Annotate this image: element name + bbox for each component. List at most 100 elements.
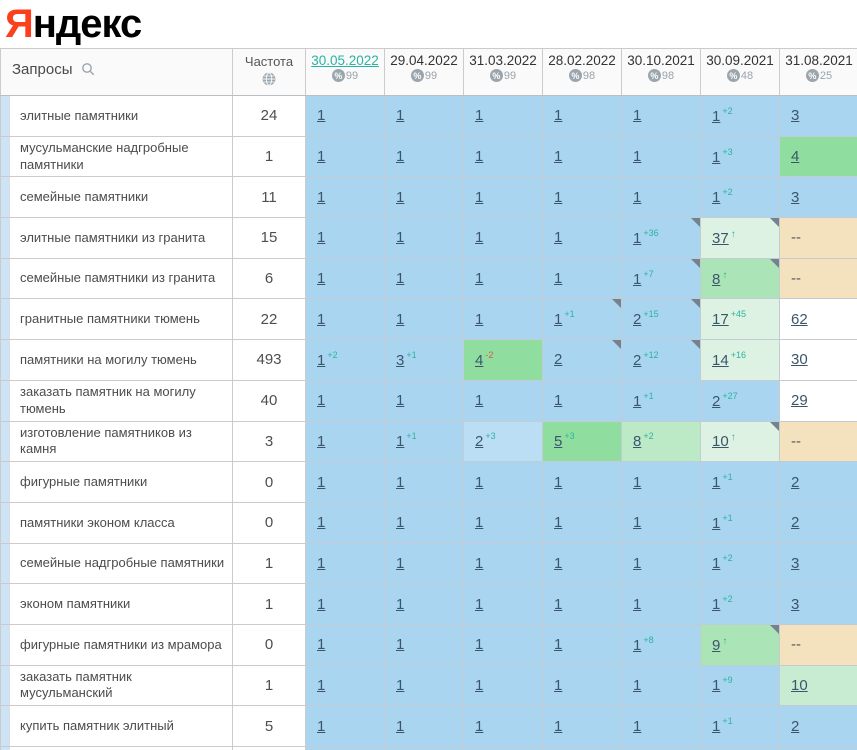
position-cell[interactable]: 1: [384, 135, 464, 178]
position-link[interactable]: 1: [712, 718, 721, 736]
position-link[interactable]: 1: [554, 188, 563, 206]
position-cell[interactable]: 1: [621, 461, 701, 503]
date-column-header-5[interactable]: 30.09.2021% 48: [700, 48, 780, 96]
position-cell[interactable]: 29: [779, 379, 857, 422]
row-select-strip[interactable]: [0, 705, 10, 747]
position-cell[interactable]: 1 +36: [621, 217, 701, 259]
position-link[interactable]: 2: [791, 473, 800, 491]
row-select-strip[interactable]: [0, 379, 10, 422]
position-cell[interactable]: 1: [305, 379, 385, 422]
position-link[interactable]: 1: [396, 636, 405, 654]
position-cell[interactable]: 1: [384, 257, 464, 300]
queries-header-cell[interactable]: Запросы: [0, 48, 233, 96]
position-link[interactable]: 3: [791, 107, 800, 125]
position-link[interactable]: 1: [554, 311, 563, 329]
position-cell[interactable]: 2: [779, 461, 857, 503]
search-icon[interactable]: [81, 63, 95, 80]
position-link[interactable]: 1: [396, 188, 405, 206]
position-link[interactable]: 1: [317, 473, 326, 491]
position-cell[interactable]: 1 +3: [700, 135, 780, 178]
position-cell[interactable]: 1 +1: [384, 420, 464, 463]
position-cell[interactable]: 62: [779, 298, 857, 341]
row-select-strip[interactable]: [0, 583, 10, 625]
position-link[interactable]: 1: [475, 554, 484, 572]
position-link[interactable]: 10: [712, 433, 729, 451]
position-link[interactable]: 9: [712, 636, 721, 654]
position-link[interactable]: 1: [475, 148, 484, 166]
position-link[interactable]: 1: [317, 595, 326, 613]
position-link[interactable]: 3: [791, 595, 800, 613]
position-cell[interactable]: 1 +9: [700, 664, 780, 707]
position-link[interactable]: 1: [712, 514, 721, 532]
position-cell[interactable]: 2 +12: [621, 339, 701, 381]
position-link[interactable]: 8: [712, 270, 721, 288]
position-link[interactable]: 2: [633, 351, 642, 369]
position-link[interactable]: 4: [791, 148, 800, 166]
position-link[interactable]: 1: [712, 555, 721, 573]
position-link[interactable]: 1: [396, 554, 405, 572]
position-cell[interactable]: 1: [463, 379, 543, 422]
position-cell[interactable]: 1: [463, 623, 543, 666]
position-cell[interactable]: 1: [463, 298, 543, 341]
position-cell[interactable]: 2 +27: [700, 379, 780, 422]
position-cell[interactable]: 1: [621, 501, 701, 544]
position-link[interactable]: 1: [396, 107, 405, 125]
row-select-strip[interactable]: [0, 339, 10, 381]
position-link[interactable]: 1: [396, 717, 405, 735]
position-cell[interactable]: 1: [463, 542, 543, 585]
position-cell[interactable]: 1: [305, 461, 385, 503]
date-column-header-2[interactable]: 31.03.2022% 99: [463, 48, 543, 96]
position-link[interactable]: 1: [712, 596, 721, 614]
position-cell[interactable]: 1: [305, 705, 385, 747]
position-link[interactable]: 62: [791, 310, 808, 328]
position-cell[interactable]: 1: [384, 664, 464, 707]
position-link[interactable]: 1: [317, 514, 326, 532]
position-cell[interactable]: 1 +7: [621, 257, 701, 300]
position-link[interactable]: 1: [633, 107, 642, 125]
position-cell[interactable]: 1: [305, 623, 385, 666]
position-link[interactable]: 1: [317, 554, 326, 572]
position-cell[interactable]: 1 +8: [621, 623, 701, 666]
position-link[interactable]: 1: [554, 717, 563, 735]
position-cell[interactable]: 1: [542, 461, 622, 503]
position-cell[interactable]: 1: [621, 542, 701, 585]
position-cell[interactable]: 1: [542, 705, 622, 747]
position-cell[interactable]: 1: [384, 379, 464, 422]
row-select-strip[interactable]: [0, 135, 10, 178]
position-cell[interactable]: 1: [621, 135, 701, 178]
position-cell[interactable]: 1: [384, 95, 464, 137]
position-link[interactable]: 1: [554, 270, 563, 288]
position-link[interactable]: 2: [475, 433, 484, 451]
position-link[interactable]: 1: [633, 229, 642, 247]
position-link[interactable]: 1: [554, 148, 563, 166]
position-cell[interactable]: 1: [384, 623, 464, 666]
position-cell[interactable]: 1: [621, 664, 701, 707]
position-cell[interactable]: 1: [621, 176, 701, 219]
position-cell[interactable]: 1: [621, 95, 701, 137]
position-cell[interactable]: 4 -2: [463, 339, 543, 381]
position-link[interactable]: 1: [317, 432, 326, 450]
position-link[interactable]: 2: [633, 311, 642, 329]
position-cell[interactable]: 3: [779, 542, 857, 585]
position-link[interactable]: 1: [554, 636, 563, 654]
position-cell[interactable]: 1: [305, 542, 385, 585]
position-cell[interactable]: 1: [384, 298, 464, 341]
position-link[interactable]: 17: [712, 311, 729, 329]
position-cell[interactable]: 1 +2: [700, 583, 780, 625]
position-link[interactable]: 1: [712, 148, 721, 166]
position-link[interactable]: 1: [633, 270, 642, 288]
position-cell[interactable]: 1: [305, 420, 385, 463]
date-link[interactable]: 30.10.2021: [627, 53, 695, 68]
position-cell[interactable]: 3: [779, 176, 857, 219]
position-link[interactable]: 1: [633, 188, 642, 206]
position-link[interactable]: 1: [317, 351, 326, 369]
position-link[interactable]: 1: [317, 310, 326, 328]
position-link[interactable]: 1: [475, 473, 484, 491]
position-link[interactable]: 1: [475, 676, 484, 694]
position-link[interactable]: 1: [396, 392, 405, 410]
position-link[interactable]: 1: [712, 474, 721, 492]
position-link[interactable]: 1: [475, 717, 484, 735]
date-column-header-0[interactable]: 30.05.2022% 99: [305, 48, 385, 96]
position-cell[interactable]: 2: [779, 501, 857, 544]
position-cell[interactable]: 1: [542, 664, 622, 707]
